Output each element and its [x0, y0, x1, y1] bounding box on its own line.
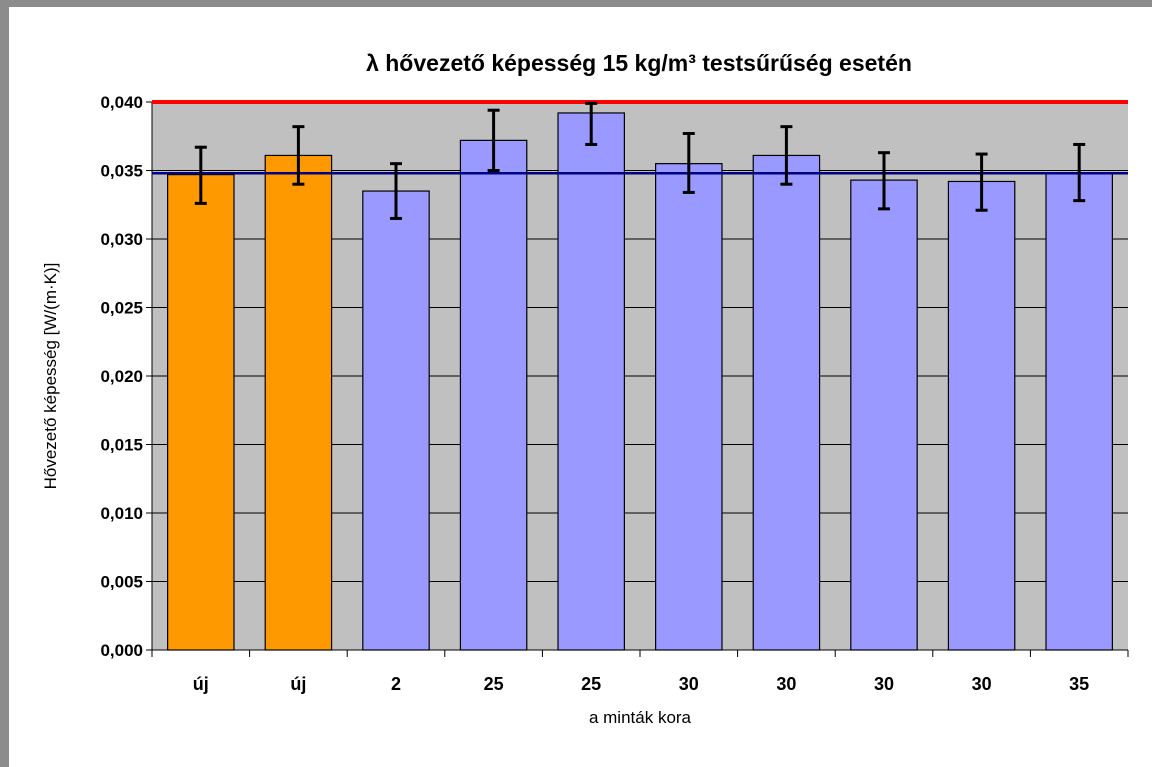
bar — [850, 179, 918, 651]
x-tick-label: új — [193, 674, 209, 694]
bar — [264, 154, 333, 651]
reference-lines — [152, 100, 1128, 175]
y-axis-label: Hővezető képesség [W/(m·K)] — [41, 263, 60, 490]
y-tick-label: 0,015 — [100, 436, 143, 455]
chart-title: λ hővezető képesség 15 kg/m³ testsűrűség… — [366, 50, 912, 76]
y-tick-labels: 0,000 0,005 0,010 0,015 0,020 0,025 0,030 0,035… — [100, 93, 143, 660]
x-tick-label: új — [290, 674, 306, 694]
y-tick-label: 0,010 — [100, 504, 143, 523]
bar — [459, 139, 528, 651]
y-tick-label: 0,020 — [100, 367, 143, 386]
y-tick-label: 0,005 — [100, 573, 143, 592]
bar — [362, 190, 430, 651]
bar — [655, 163, 723, 651]
x-tick-label: 35 — [1069, 674, 1089, 694]
y-tick-label: 0,025 — [100, 299, 143, 318]
bar — [167, 174, 235, 651]
bar — [1045, 172, 1113, 651]
y-tick-label: 0,000 — [100, 641, 143, 660]
bar — [557, 112, 625, 651]
x-tick-label: 2 — [391, 674, 401, 694]
x-tick-label: 25 — [581, 674, 601, 694]
bar — [947, 180, 1016, 651]
x-axis-label: a minták kora — [589, 708, 692, 727]
x-tick-label: 30 — [874, 674, 894, 694]
y-tick-label: 0,030 — [100, 230, 143, 249]
y-tick-label: 0,040 — [100, 93, 143, 112]
x-tick-label: 30 — [972, 674, 992, 694]
x-tick-label: 25 — [484, 674, 504, 694]
bar — [752, 154, 821, 651]
x-tick-labels: új új 2 25 25 30 30 30 30 35 — [193, 674, 1089, 694]
y-tick-label: 0,035 — [100, 162, 143, 181]
error-bars — [194, 101, 1086, 220]
x-tick-label: 30 — [776, 674, 796, 694]
x-tick-label: 30 — [679, 674, 699, 694]
axes — [146, 101, 1129, 657]
